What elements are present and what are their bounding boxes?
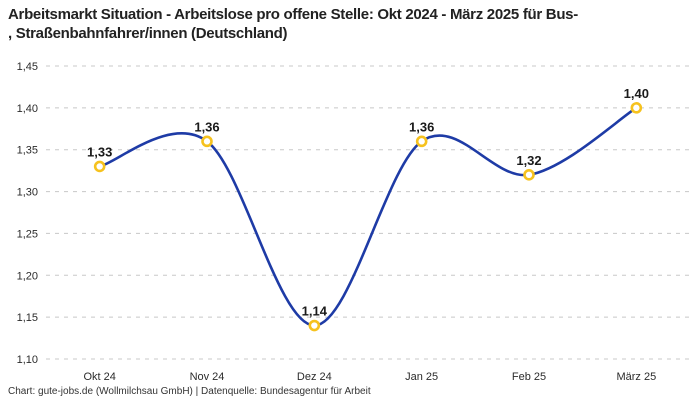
y-axis-tick-label: 1,25: [17, 228, 38, 240]
y-axis-tick-label: 1,35: [17, 145, 38, 157]
series-line: [98, 106, 638, 327]
data-point-label: 1,40: [624, 86, 649, 101]
chart-title-line2: , Straßenbahnfahrer/innen (Deutschland): [8, 25, 288, 42]
data-point-marker: [308, 319, 321, 332]
y-axis-tick-label: 1,45: [17, 61, 38, 73]
chart-title: Arbeitsmarkt Situation - Arbeitslose pro…: [8, 5, 692, 43]
x-axis-tick-label: Feb 25: [512, 371, 546, 383]
y-axis-tick-label: 1,20: [17, 270, 38, 282]
data-point-label: 1,36: [194, 119, 219, 134]
y-axis-tick-label: 1,40: [17, 103, 38, 115]
x-axis-tick-label: März 25: [616, 371, 656, 383]
data-point-marker: [523, 169, 535, 181]
y-axis-tick-label: 1,30: [17, 187, 38, 199]
data-point-label: 1,36: [409, 119, 434, 134]
data-point-marker: [630, 102, 643, 114]
data-point-label: 1,14: [302, 304, 328, 319]
data-point-label: 1,33: [87, 144, 112, 159]
x-axis-tick-label: Dez 24: [297, 371, 332, 383]
data-point-marker: [201, 135, 213, 148]
chart-source-footer: Chart: gute-jobs.de (Wollmilchsau GmbH) …: [8, 386, 371, 397]
y-axis-tick-label: 1,15: [17, 312, 38, 324]
data-point-marker: [93, 160, 106, 173]
y-axis-tick-label: 1,10: [17, 354, 38, 366]
chart-title-line1: Arbeitsmarkt Situation - Arbeitslose pro…: [8, 6, 578, 23]
data-point-label: 1,32: [516, 153, 541, 168]
x-axis-tick-label: Nov 24: [190, 371, 225, 383]
x-axis-tick-label: Okt 24: [83, 371, 115, 383]
x-axis-tick-label: Jan 25: [405, 371, 438, 383]
data-point-marker: [415, 135, 428, 148]
